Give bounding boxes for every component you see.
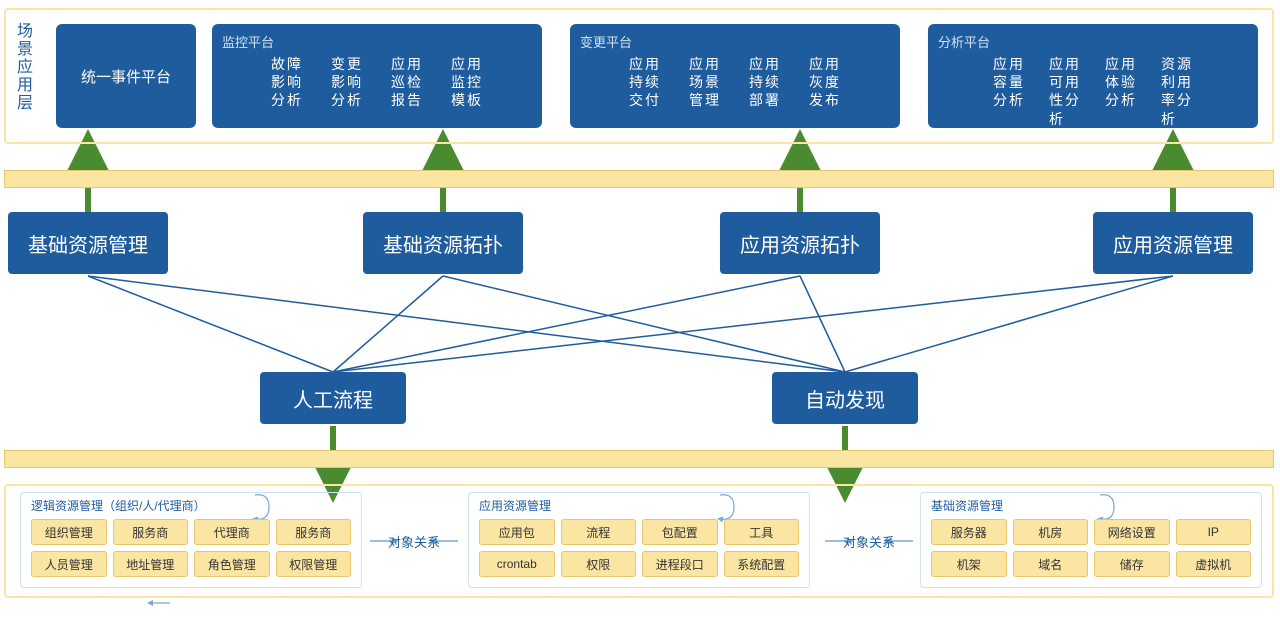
g3-chip-6: 储存 [1094, 551, 1170, 577]
g3-chip-4: 机架 [931, 551, 1007, 577]
mid-box-2: 应用资源拓扑 [720, 212, 880, 274]
group-infra: 基础资源管理 服务器 机房 网络设置 IP 机架 域名 储存 虚拟机 [920, 492, 1262, 588]
g1-chip-5: 地址管理 [113, 551, 189, 577]
g2-chip-2: 包配置 [642, 519, 718, 545]
g3-chip-3: IP [1176, 519, 1252, 545]
g1-chip-3: 服务商 [276, 519, 352, 545]
change-col-2: 应用持续部署 [749, 55, 781, 110]
monitor-col-3: 应用监控模板 [451, 55, 483, 110]
g1-chip-7: 权限管理 [276, 551, 352, 577]
low-box-1: 自动发现 [772, 372, 918, 424]
g2-chip-4: crontab [479, 551, 555, 577]
mid-box-1: 基础资源拓扑 [363, 212, 523, 274]
analysis-title: 分析平台 [938, 32, 1248, 51]
change-platform-box: 变更平台 应用持续交付 应用场景管理 应用持续部署 应用灰度发布 [570, 24, 900, 128]
event-platform-label: 统一事件平台 [81, 66, 171, 87]
change-title: 变更平台 [580, 32, 890, 51]
group1-title: 逻辑资源管理（组织/人/代理商） [31, 497, 206, 514]
g3-chip-1: 机房 [1013, 519, 1089, 545]
mid-box-0: 基础资源管理 [8, 212, 168, 274]
monitor-platform-box: 监控平台 故障影响分析 变更影响分析 应用巡检报告 应用监控模板 [212, 24, 542, 128]
low-box-0: 人工流程 [260, 372, 406, 424]
g1-chip-0: 组织管理 [31, 519, 107, 545]
g2-chip-7: 系统配置 [724, 551, 800, 577]
g1-chip-2: 代理商 [194, 519, 270, 545]
g2-chip-1: 流程 [561, 519, 637, 545]
g1-chip-6: 角色管理 [194, 551, 270, 577]
group-logical: 逻辑资源管理（组织/人/代理商） 组织管理 服务商 代理商 服务商 人员管理 地… [20, 492, 362, 588]
mid-box-3: 应用资源管理 [1093, 212, 1253, 274]
g1-chip-4: 人员管理 [31, 551, 107, 577]
group3-title: 基础资源管理 [931, 497, 1003, 514]
event-platform-box: 统一事件平台 [56, 24, 196, 128]
relation-label-1: 对象关系 [388, 532, 440, 551]
side-label: 场景应用层 [10, 22, 34, 112]
g2-chip-6: 进程段口 [642, 551, 718, 577]
change-col-3: 应用灰度发布 [809, 55, 841, 110]
g3-chip-2: 网络设置 [1094, 519, 1170, 545]
relation-label-2: 对象关系 [843, 532, 895, 551]
group-app: 应用资源管理 应用包 流程 包配置 工具 crontab 权限 进程段口 系统配… [468, 492, 810, 588]
group2-title: 应用资源管理 [479, 497, 551, 514]
yellow-bar-1 [4, 170, 1274, 188]
monitor-col-0: 故障影响分析 [271, 55, 303, 110]
analysis-platform-box: 分析平台 应用容量分析 应用可用性分析 应用体验分析 资源利用率分析 [928, 24, 1258, 128]
g3-chip-5: 域名 [1013, 551, 1089, 577]
analysis-col-1: 应用可用性分析 [1049, 55, 1081, 128]
g2-chip-0: 应用包 [479, 519, 555, 545]
g2-chip-5: 权限 [561, 551, 637, 577]
g3-chip-7: 虚拟机 [1176, 551, 1252, 577]
monitor-col-2: 应用巡检报告 [391, 55, 423, 110]
yellow-bar-2 [4, 450, 1274, 468]
analysis-col-0: 应用容量分析 [993, 55, 1025, 128]
change-col-0: 应用持续交付 [629, 55, 661, 110]
monitor-title: 监控平台 [222, 32, 532, 51]
g3-chip-0: 服务器 [931, 519, 1007, 545]
analysis-col-2: 应用体验分析 [1105, 55, 1137, 128]
monitor-col-1: 变更影响分析 [331, 55, 363, 110]
change-col-1: 应用场景管理 [689, 55, 721, 110]
g1-chip-1: 服务商 [113, 519, 189, 545]
analysis-col-3: 资源利用率分析 [1161, 55, 1193, 128]
g2-chip-3: 工具 [724, 519, 800, 545]
